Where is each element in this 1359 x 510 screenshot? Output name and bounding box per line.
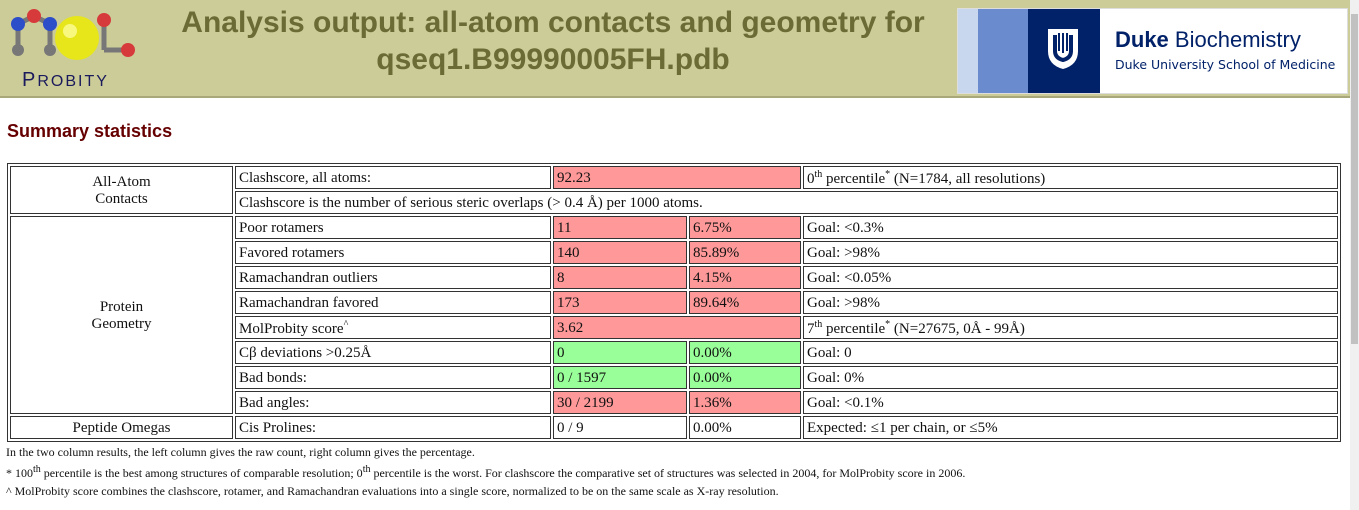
title-line-2: qseq1.B99990005FH.pdb [376, 43, 730, 76]
table-row: MolProbity score^ 3.62 7th percentile* (… [10, 316, 1338, 339]
duke-name: Duke Biochemistry [1115, 27, 1301, 52]
row-label: Ramachandran favored [235, 291, 551, 314]
row-label: Bad bonds: [235, 366, 551, 389]
table-row: Favored rotamers 140 85.89% Goal: >98% [10, 241, 1338, 264]
row-label: Favored rotamers [235, 241, 551, 264]
summary-statistics-table: All-Atom Contacts Clashscore, all atoms: … [7, 163, 1341, 442]
molprobity-score-label: MolProbity score^ [235, 316, 551, 339]
category-all-atom-contacts: All-Atom Contacts [10, 166, 233, 214]
row-label: Cβ deviations >0.25Å [235, 341, 551, 364]
percentage: 85.89% [689, 241, 801, 264]
molprobity-score-value: 3.62 [553, 316, 801, 339]
raw-count: 8 [553, 266, 687, 289]
page-title: Analysis output: all-atom contacts and g… [150, 4, 956, 78]
table-row: Cβ deviations >0.25Å 0 0.00% Goal: 0 [10, 341, 1338, 364]
title-line-1: Analysis output: all-atom contacts and g… [181, 6, 925, 39]
row-label: Poor rotamers [235, 216, 551, 239]
goal: Goal: 0 [803, 341, 1338, 364]
table-row: Bad angles: 30 / 2199 1.36% Goal: <0.1% [10, 391, 1338, 414]
molprobity-percentile: 7th percentile* (N=27675, 0Å - 99Å) [803, 316, 1338, 339]
page-banner: PROBITY Analysis output: all-atom contac… [0, 0, 1350, 98]
scrollbar-thumb[interactable] [1351, 14, 1358, 344]
summary-heading: Summary statistics [7, 121, 173, 141]
raw-count: 0 / 1597 [553, 366, 687, 389]
row-label: Ramachandran outliers [235, 266, 551, 289]
duke-biochemistry-logo[interactable]: Duke Biochemistry Duke University School… [957, 8, 1348, 94]
goal: Goal: <0.05% [803, 266, 1338, 289]
category-protein-geometry: Protein Geometry [10, 216, 233, 414]
percentage: 4.15% [689, 266, 801, 289]
row-label: Bad angles: [235, 391, 551, 414]
percentage: 89.64% [689, 291, 801, 314]
cis-prolines-percent: 0.00% [689, 416, 801, 439]
raw-count: 173 [553, 291, 687, 314]
footnote-molprobity: ^ MolProbity score combines the clashsco… [6, 484, 779, 498]
duke-shield-icon [1048, 29, 1078, 69]
clashscore-label: Clashscore, all atoms: [235, 166, 551, 189]
table-row: Protein Geometry Poor rotamers 11 6.75% G… [10, 216, 1338, 414]
molecule-logo-icon [11, 9, 135, 60]
clashscore-note: Clashscore is the number of serious ster… [235, 191, 1338, 214]
footnotes: In the two column results, the left colu… [6, 443, 965, 500]
logo-wordmark: PROBITY [22, 69, 109, 91]
table-row: Bad bonds: 0 / 1597 0.00% Goal: 0% [10, 366, 1338, 389]
goal: Goal: <0.1% [803, 391, 1338, 414]
percentage: 0.00% [689, 366, 801, 389]
percentage: 6.75% [689, 216, 801, 239]
table-row: Ramachandran favored 173 89.64% Goal: >9… [10, 291, 1338, 314]
raw-count: 0 [553, 341, 687, 364]
duke-subtitle: Duke University School of Medicine [1115, 57, 1336, 72]
raw-count: 140 [553, 241, 687, 264]
goal: Goal: 0% [803, 366, 1338, 389]
table-row: All-Atom Contacts Clashscore, all atoms: … [10, 166, 1338, 214]
cis-prolines-count: 0 / 9 [553, 416, 687, 439]
raw-count: 30 / 2199 [553, 391, 687, 414]
goal: Goal: <0.3% [803, 216, 1338, 239]
footnote-columns: In the two column results, the left colu… [6, 445, 475, 459]
percentage: 0.00% [689, 341, 801, 364]
raw-count: 11 [553, 216, 687, 239]
goal: Goal: >98% [803, 291, 1338, 314]
table-row: Ramachandran outliers 8 4.15% Goal: <0.0… [10, 266, 1338, 289]
cis-prolines-label: Cis Prolines: [235, 416, 551, 439]
molprobity-logo[interactable]: PROBITY [4, 6, 146, 91]
footnote-percentile: * 100th percentile is the best among str… [6, 464, 966, 480]
percentage: 1.36% [689, 391, 801, 414]
goal: Goal: >98% [803, 241, 1338, 264]
vertical-scrollbar[interactable] [1350, 0, 1359, 510]
clashscore-percentile: 0th percentile* (N=1784, all resolutions… [803, 166, 1338, 189]
clashscore-value: 92.23 [553, 166, 801, 189]
table-row: Clashscore is the number of serious ster… [10, 191, 1338, 214]
cis-prolines-expected: Expected: ≤1 per chain, or ≤5% [803, 416, 1338, 439]
category-peptide-omegas: Peptide Omegas [10, 416, 233, 439]
table-row: Peptide Omegas Cis Prolines: 0 / 9 0.00%… [10, 416, 1338, 439]
